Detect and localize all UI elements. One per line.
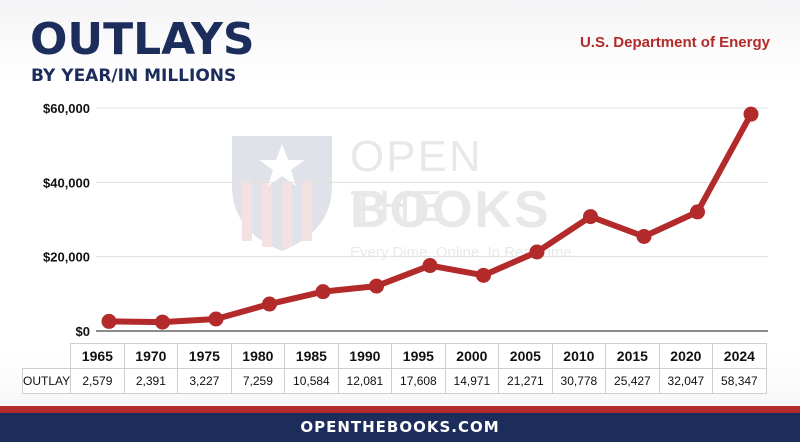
table-cell-outlay: 3,227 — [177, 368, 232, 394]
table-header-row: 1965 1970 1975 1980 1985 1990 1995 2000 2005 2010… — [22, 343, 767, 369]
table-cell-outlay: 10,584 — [284, 368, 339, 394]
shield-logo-icon — [232, 136, 332, 251]
table-header-year: 1970 — [123, 343, 179, 369]
table-header-year: 2005 — [498, 343, 553, 369]
y-tick-label: $60,000 — [43, 101, 90, 116]
data-point-2024 — [743, 106, 759, 122]
chart-title: OUTLAYS — [30, 14, 255, 65]
table-cell-outlay: 14,971 — [444, 368, 500, 394]
data-point-1980 — [262, 296, 277, 312]
table-header-year: 1995 — [391, 343, 446, 369]
table-cell-outlay: 17,608 — [391, 368, 446, 394]
table-cell-outlay: 2,579 — [70, 368, 125, 394]
table-cell-outlay: 30,778 — [551, 368, 607, 394]
data-point-2020 — [690, 204, 705, 220]
watermark-line1: OPEN THE — [350, 132, 483, 231]
table-cell-outlay: 7,259 — [230, 368, 286, 394]
y-tick-label: $0 — [76, 324, 90, 339]
table-header-year: 1980 — [230, 343, 286, 369]
y-tick-label: $20,000 — [43, 250, 90, 265]
agency-label: U.S. Department of Energy — [579, 34, 770, 51]
table-cell-outlay: 58,347 — [712, 368, 767, 394]
table-cell-outlay: 12,081 — [337, 368, 393, 394]
table-row-label: OUTLAY — [21, 368, 72, 394]
table-cell-outlay: 32,047 — [658, 368, 714, 394]
data-point-2015 — [636, 228, 652, 244]
table-cell-outlay: 25,427 — [605, 368, 660, 394]
table-header-year: 1990 — [337, 343, 393, 369]
table-header-year: 2020 — [658, 343, 714, 369]
y-tick-labels: $0 $20,000 $40,000 $60,000 — [43, 101, 90, 339]
table-header-year: 2000 — [444, 343, 500, 369]
series-line — [106, 111, 754, 326]
data-point-1995 — [422, 258, 438, 274]
series-points — [101, 106, 759, 330]
gridlines — [96, 107, 768, 332]
data-point-1990 — [369, 278, 384, 294]
data-point-1985 — [315, 284, 331, 300]
data-point-1970 — [155, 314, 170, 330]
data-point-2010 — [583, 209, 598, 225]
footer-url[interactable]: OPENTHEBOOKS.COM — [0, 413, 800, 442]
series-line-path — [106, 111, 754, 326]
data-point-1965 — [101, 313, 117, 329]
data-point-1975 — [208, 311, 224, 327]
table-header-year: 1985 — [284, 343, 339, 369]
watermark-line2: BOOKS — [350, 181, 551, 239]
data-point-2005 — [529, 244, 545, 260]
table-header-year: 1975 — [177, 343, 232, 369]
table-header-year: 2024 — [712, 343, 767, 369]
footer-red-stripe — [0, 406, 800, 413]
table-header-year: 1965 — [70, 343, 125, 369]
data-point-2000 — [476, 267, 491, 283]
chart-subtitle: BY YEAR/IN MILLIONS — [31, 66, 237, 86]
table-cell-outlay: 21,271 — [498, 368, 553, 394]
data-table: 1965 1970 1975 1980 1985 1990 1995 2000 2005 2010… — [21, 343, 767, 394]
table-header-year: 2010 — [551, 343, 607, 369]
watermark: OPEN THE BOOKS Every Dime. Online. In Re… — [222, 126, 582, 266]
table-row: OUTLAY 2,579 2,391 3,227 7,259 10,584 12,081 1… — [21, 368, 767, 394]
table-corner — [22, 343, 72, 369]
table-header-year: 2015 — [605, 343, 660, 369]
y-tick-label: $40,000 — [43, 175, 90, 190]
table-cell-outlay: 2,391 — [123, 368, 179, 394]
